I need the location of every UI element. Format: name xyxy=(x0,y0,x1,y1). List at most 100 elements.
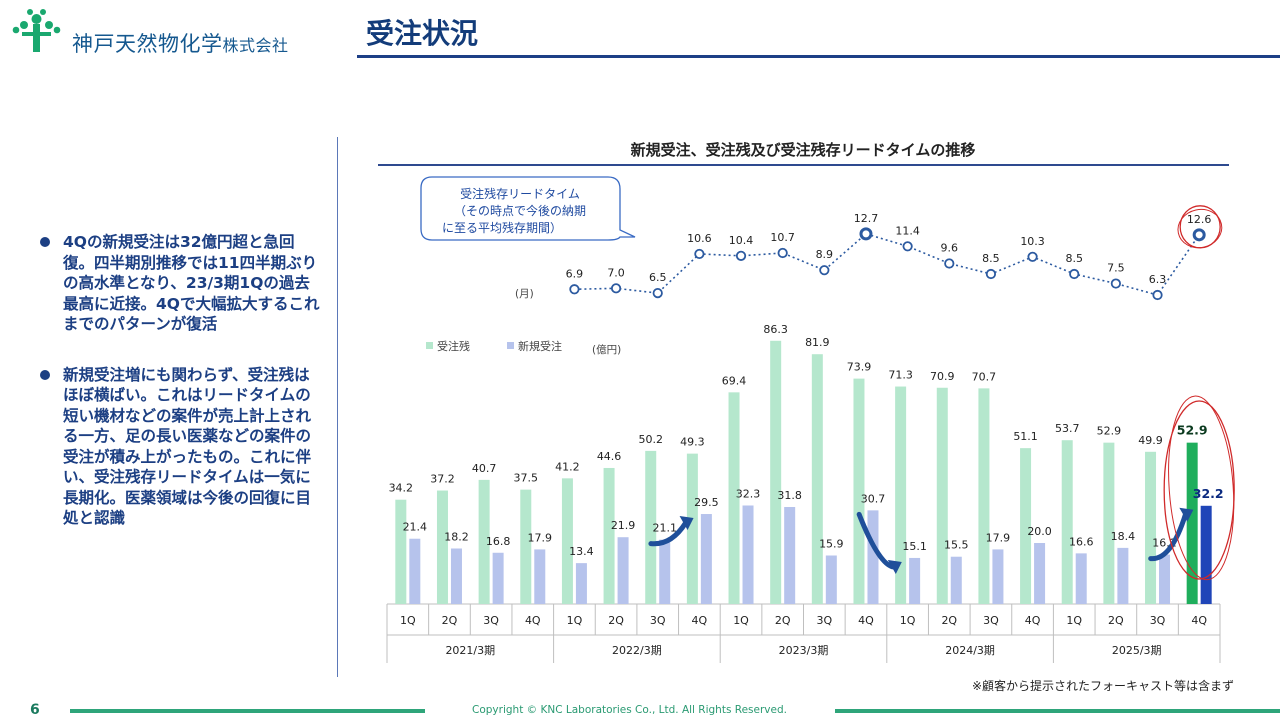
bullet-item: 新規受注増にも関わらず、受注残はほぼ横ばい。これはリードタイムの短い機材などの案… xyxy=(38,365,323,529)
lead-time-label: 6.9 xyxy=(566,267,584,280)
bar-new-orders xyxy=(450,548,462,604)
tick-label-quarter: 2Q xyxy=(775,614,791,627)
bullet-text: 新規受注増にも関わらず、受注残はほぼ横ばい。これはリードタイムの短い機材などの案… xyxy=(63,365,312,528)
tick-label-year: 2024/3期 xyxy=(945,644,995,657)
unit-label-lead-time: (月) xyxy=(515,288,534,300)
title-divider xyxy=(357,55,1280,58)
lead-time-point xyxy=(1192,228,1206,242)
company-logo: 神戸天然物化学株式会社 xyxy=(12,8,342,58)
growth-arrow-shaft xyxy=(1148,512,1188,562)
tick-label-quarter: 2Q xyxy=(608,614,624,627)
lead-time-label: 8.5 xyxy=(1065,252,1083,265)
bar-backlog xyxy=(603,467,615,604)
data-label-backlog: 41.2 xyxy=(555,460,580,473)
lead-time-point xyxy=(902,241,913,252)
tick-label-year: 2025/3期 xyxy=(1112,644,1162,657)
company-name-main: 神戸天然物化学 xyxy=(72,32,223,56)
bar-new-orders xyxy=(1075,553,1087,604)
data-label-new-orders: 32.3 xyxy=(736,487,761,500)
highlight-circle-bars-inner xyxy=(1168,395,1235,581)
company-name: 神戸天然物化学株式会社 xyxy=(72,28,289,58)
data-label-new-orders: 29.5 xyxy=(694,496,719,509)
data-label-backlog: 70.7 xyxy=(972,370,997,383)
data-label-backlog: 73.9 xyxy=(847,361,872,374)
tick-label-year: 2022/3期 xyxy=(612,644,662,657)
footnote: ※顧客から提示されたフォーキャスト等は含まず xyxy=(972,679,1235,693)
bullet-item: 4Qの新規受注は32億円超と急回復。四半期別推移では11四半期ぶりの高水準となり… xyxy=(38,232,323,335)
bar-backlog xyxy=(728,392,740,604)
bar-new-orders xyxy=(950,556,962,604)
lead-time-label: 10.7 xyxy=(770,231,795,244)
bar-backlog xyxy=(1103,442,1115,604)
growth-arrow-head xyxy=(1179,507,1194,522)
lead-time-point xyxy=(1152,289,1163,301)
tick-label-quarter: 1Q xyxy=(567,614,583,627)
bar-new-orders xyxy=(409,538,421,604)
bar-new-orders xyxy=(617,537,629,604)
chart-title-underline xyxy=(378,164,1229,166)
data-label-new-orders: 16.6 xyxy=(1069,535,1094,548)
bar-new-orders xyxy=(1200,505,1212,604)
highlight-circle-bars xyxy=(1163,400,1235,580)
growth-arrow-head xyxy=(679,516,694,531)
legend-swatch-backlog xyxy=(426,342,433,349)
bullet-dot-icon xyxy=(40,369,50,380)
lead-time-label: 7.5 xyxy=(1107,262,1125,275)
lead-time-label: 6.3 xyxy=(1149,273,1167,286)
data-label-new-orders: 32.2 xyxy=(1193,486,1224,501)
lead-time-point xyxy=(1110,278,1121,289)
tick-label-year: 2023/3期 xyxy=(779,644,829,657)
tick-label-quarter: 4Q xyxy=(858,614,874,627)
callout-line-3: に至る平均残存期間） xyxy=(442,221,562,235)
lead-time-point xyxy=(819,265,830,276)
bar-new-orders xyxy=(534,549,546,604)
bar-backlog xyxy=(520,489,532,604)
bar-new-orders xyxy=(1159,554,1171,604)
growth-arrow-shaft xyxy=(856,511,897,570)
data-label-new-orders: 15.5 xyxy=(944,539,969,552)
data-label-new-orders: 16.8 xyxy=(486,535,511,548)
data-label-backlog: 70.9 xyxy=(930,370,955,383)
highlight-circle-lead-time-inner xyxy=(1177,208,1223,249)
lead-time-label: 11.4 xyxy=(895,224,920,237)
legend-label-new-orders: 新規受注 xyxy=(518,339,562,353)
tick-label-quarter: 4Q xyxy=(692,614,708,627)
tick-label-quarter: 1Q xyxy=(900,614,916,627)
lead-time-label: 8.5 xyxy=(982,252,1000,265)
lead-time-label: 10.3 xyxy=(1020,235,1045,248)
data-label-backlog: 52.9 xyxy=(1097,425,1122,438)
bar-backlog xyxy=(1186,442,1198,604)
bullet-dot-icon xyxy=(40,237,50,247)
lead-time-line xyxy=(574,232,1200,296)
data-label-backlog: 40.7 xyxy=(472,462,497,475)
bar-backlog xyxy=(436,490,448,604)
bar-new-orders xyxy=(909,557,921,604)
bar-backlog xyxy=(895,386,907,604)
lead-time-point xyxy=(944,258,955,269)
bar-new-orders xyxy=(700,514,712,604)
data-label-new-orders: 21.4 xyxy=(403,521,428,534)
bar-new-orders xyxy=(659,539,671,604)
data-label-backlog: 44.6 xyxy=(597,450,622,463)
tick-label-quarter: 2Q xyxy=(1108,614,1124,627)
data-label-new-orders: 30.7 xyxy=(861,492,886,505)
lead-time-point xyxy=(694,248,705,260)
bar-backlog xyxy=(811,354,823,604)
data-label-new-orders: 15.1 xyxy=(902,540,927,553)
tick-label-quarter: 2Q xyxy=(442,614,458,627)
callout-bubble xyxy=(420,176,636,241)
bar-new-orders xyxy=(992,549,1004,604)
lead-time-label: 9.6 xyxy=(941,241,959,254)
lead-time-label: 6.5 xyxy=(649,271,667,284)
lead-time-callout: 受注残存リードタイム （その時点で今後の納期 に至る平均残存期間） xyxy=(420,176,636,241)
data-label-new-orders: 13.4 xyxy=(569,545,594,558)
bar-new-orders xyxy=(1034,543,1046,604)
growth-arrow-head xyxy=(887,559,902,574)
lead-time-point xyxy=(985,268,997,280)
page-number: 6 xyxy=(30,702,40,718)
legend-label-backlog: 受注残 xyxy=(437,339,470,353)
lead-time-point xyxy=(777,247,788,259)
bullet-text: 4Qの新規受注は32億円超と急回復。四半期別推移では11四半期ぶりの高水準となり… xyxy=(63,233,320,333)
data-label-backlog: 86.3 xyxy=(763,323,788,336)
